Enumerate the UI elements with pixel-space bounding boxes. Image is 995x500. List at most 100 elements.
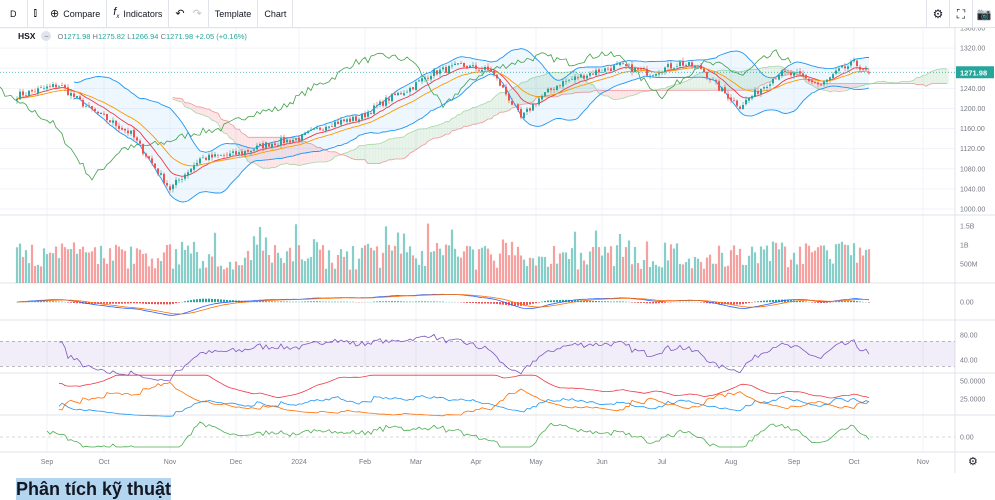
macd-bar <box>196 299 198 302</box>
axis-settings-icon[interactable]: ⚙ <box>968 455 978 468</box>
candle-body <box>157 168 159 174</box>
compare-button[interactable]: ⊕Compare <box>44 0 107 28</box>
cloud-segment <box>460 114 463 129</box>
candle-body <box>643 69 645 70</box>
volume-bar <box>481 248 483 283</box>
macd-bar <box>307 301 309 302</box>
screenshot-button[interactable]: 📷 <box>972 0 995 28</box>
symbol-name: HSX <box>18 31 35 41</box>
volume-bar <box>712 264 714 283</box>
volume-bar <box>322 245 324 283</box>
last-price-label: 1271.98 <box>960 68 987 77</box>
chart-type-button[interactable]: ⫾ <box>28 0 45 28</box>
volume-bar <box>295 224 297 283</box>
volume-bar <box>826 250 828 283</box>
chart-area[interactable]: 1271.981360.001320.001240.001200.001160.… <box>0 28 995 473</box>
macd-bar <box>400 301 402 302</box>
macd-bar <box>556 300 558 302</box>
macd-bar <box>544 301 546 302</box>
candle-body <box>358 119 360 121</box>
candle-body <box>418 80 420 81</box>
cloud-segment <box>682 82 685 90</box>
volume-bar <box>202 261 204 283</box>
volume-bar <box>505 243 507 283</box>
settings-button[interactable]: ⚙ <box>926 0 949 28</box>
price-tick-label: 1160.00 <box>960 126 985 133</box>
macd-bar <box>604 301 606 302</box>
candle-body <box>616 64 618 65</box>
volume-bar <box>178 264 180 283</box>
cloud-segment <box>445 122 448 134</box>
candle-body <box>40 87 42 88</box>
template-button[interactable]: Template <box>209 0 259 28</box>
volume-bar <box>205 268 207 283</box>
interval-button[interactable]: D <box>0 0 28 28</box>
volume-bar <box>649 267 651 283</box>
volume-bar <box>616 245 618 283</box>
candle-body <box>838 68 840 70</box>
macd-bar <box>184 301 186 302</box>
volume-bar <box>142 254 144 283</box>
macd-bar <box>469 302 471 303</box>
macd-tick-label: 0.00 <box>960 300 974 307</box>
cloud-segment <box>622 90 625 98</box>
candle-body <box>832 74 834 78</box>
volume-bar <box>766 246 768 283</box>
cloud-segment <box>358 146 361 160</box>
candle-body <box>307 131 309 133</box>
candle-body <box>76 96 78 97</box>
candle-body <box>742 105 744 109</box>
volume-bar <box>829 259 831 283</box>
volume-bar <box>658 266 660 283</box>
macd-bar <box>67 302 69 303</box>
chart-button[interactable]: Chart <box>258 0 293 28</box>
macd-bar <box>733 302 735 304</box>
collapse-legend-button[interactable]: − <box>41 31 51 41</box>
candle-body <box>106 114 108 120</box>
cloud-segment <box>478 106 481 123</box>
volume-bar <box>259 227 261 283</box>
macd-bar <box>436 302 438 303</box>
candle-body <box>829 77 831 80</box>
candle-body <box>730 98 732 101</box>
macd-bar <box>664 302 666 303</box>
redo-icon[interactable]: ↷ <box>193 7 202 20</box>
candle-body <box>37 88 39 93</box>
gear-icon: ⚙ <box>933 7 944 21</box>
volume-bar <box>25 250 27 283</box>
fullscreen-icon: ⛶ <box>957 7 965 22</box>
candle-body <box>787 72 789 73</box>
candle-body <box>649 76 651 77</box>
candle-body <box>757 91 759 94</box>
candle-body <box>781 71 783 76</box>
macd-bar <box>316 301 318 302</box>
candle-body <box>280 138 282 145</box>
volume-bar <box>337 255 339 283</box>
candle-body <box>592 74 594 75</box>
volume-bar <box>106 264 108 283</box>
candle-body <box>766 87 768 88</box>
volume-bar <box>256 245 258 283</box>
candle-body <box>808 79 810 81</box>
macd-bar <box>757 301 759 302</box>
volume-bar <box>82 247 84 283</box>
candle-body <box>313 128 315 129</box>
volume-bar <box>742 265 744 283</box>
volume-bar <box>355 269 357 283</box>
volume-bar <box>271 263 273 283</box>
candle-body <box>661 73 663 74</box>
fullscreen-button[interactable]: ⛶ <box>949 0 972 28</box>
macd-signal-line <box>17 295 869 314</box>
candle-body <box>304 133 306 135</box>
candle-body <box>589 73 591 76</box>
candle-body <box>826 80 828 82</box>
macd-bar <box>490 302 492 304</box>
candle-body <box>124 129 126 131</box>
undo-icon[interactable]: ↶ <box>175 7 184 20</box>
candle-body <box>349 119 351 122</box>
candle-body <box>688 62 690 66</box>
macd-bar <box>613 302 615 303</box>
macd-bar <box>463 302 465 303</box>
cloud-segment <box>328 152 331 161</box>
